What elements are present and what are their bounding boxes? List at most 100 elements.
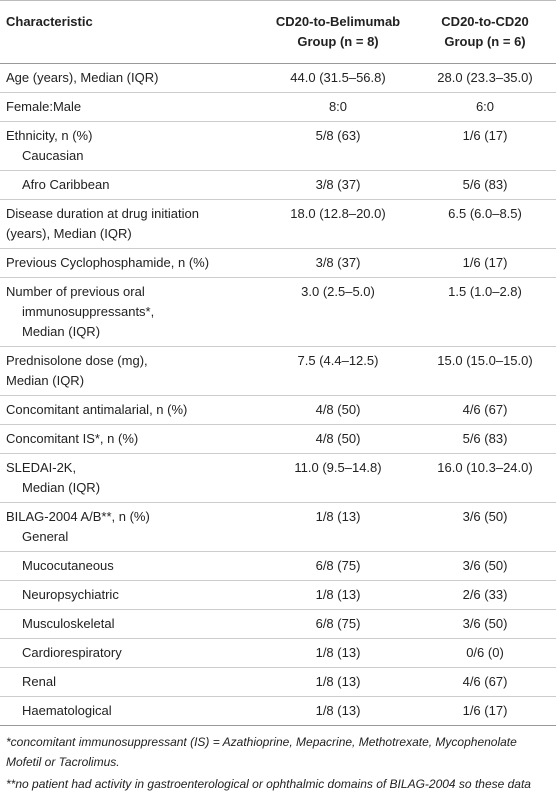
label-cell: BILAG-2004 A/B**, n (%) General [0,502,262,552]
value-cell: 1/6 (17) [412,248,556,278]
footnotes: *concomitant immunosuppressant (IS) = Az… [0,725,556,792]
value-cell: 1/8 (13) [262,502,412,552]
label-line: Renal [22,674,56,689]
label-line: Caucasian [22,148,84,163]
label-line: Female:Male [6,99,82,114]
value-cell: 5/6 (83) [412,170,556,200]
value-cell: 5/6 (83) [412,424,556,454]
value-cell: 1/6 (17) [462,703,508,718]
table-row: Concomitant IS*, n (%) 4/8 (50) 5/6 (83) [0,424,556,454]
header-line: CD20-to-CD20 [441,14,529,29]
label-cell: Renal [0,667,262,697]
label-cell: Concomitant antimalarial, n (%) [0,395,262,425]
value-cell: 3/6 (50) [412,502,556,552]
label-cell: Ethnicity, n (%) Caucasian [0,121,262,171]
label-line: Ethnicity, n (%) [6,128,93,143]
table-row: Previous Cyclophosphamide, n (%) 3/8 (37)… [0,248,556,278]
label-cell: SLEDAI-2K, Median (IQR) [0,453,262,503]
value-cell: 3/8 (37) [262,248,412,278]
header-cell: CD20-to-Belimumab Group (n = 8) [262,0,412,64]
value-cell: 4/6 (67) [412,395,556,425]
table-row: Mucocutaneous 6/8 (75) 3/6 (50) [0,551,556,581]
value-cell: 18.0 (12.8–20.0) [262,199,412,249]
label-line: Median (IQR) [6,373,85,388]
label-line: Cardiorespiratory [22,645,122,660]
label-line: Previous Cyclophosphamide, n (%) [6,255,210,270]
value-cell: 3/6 (50) [412,609,556,639]
table-row: Afro Caribbean 3/8 (37) 5/6 (83) [0,170,556,200]
table-row: Neuropsychiatric 1/8 (13) 2/6 (33) [0,580,556,610]
label-cell: Number of previous oral immunosuppressant… [0,277,262,347]
value-cell: 0/6 (0) [412,638,556,668]
value-cell: 4/6 (67) [412,667,556,697]
characteristics-table: Characteristic CD20-to-Belimumab Group (n… [0,0,556,726]
footnote: **no patient had activity in gastroenter… [6,777,531,791]
value-cell: 5/8 (63) [262,121,412,171]
label-cell: Neuropsychiatric [0,580,262,610]
table-row: Age (years), Median (IQR) 44.0 (31.5–56.8… [0,63,556,93]
table-row: Number of previous oral immunosuppressant… [0,277,556,347]
label-line: Number of previous oral [6,284,145,299]
value-cell: 44.0 (31.5–56.8) [262,63,412,93]
value-cell: 3/8 (37) [262,170,412,200]
value-cell: 1/8 (13) [262,667,412,697]
label-cell: Female:Male [0,92,262,122]
value-cell: 1/8 (13) [262,638,412,668]
value-cell: 15.0 (15.0–15.0) [412,346,556,396]
label-cell: Prednisolone dose (mg), Median (IQR) [0,346,262,396]
label-line: Prednisolone dose (mg), [6,353,148,368]
label-line: BILAG-2004 A/B**, n (%) [6,509,150,524]
value-cell: 11.0 (9.5–14.8) [262,453,412,503]
value-cell: 1/6 (17) [412,121,556,171]
label-cell: Mucocutaneous [0,551,262,581]
label-line: SLEDAI-2K, [6,460,77,475]
value-cell: 7.5 (4.4–12.5) [262,346,412,396]
label-line: (years), Median (IQR) [6,226,132,241]
value-cell: 6/8 (75) [262,609,412,639]
table-row: Ethnicity, n (%) Caucasian 5/8 (63) 1/6 (17… [0,121,556,171]
table-row: Prednisolone dose (mg), Median (IQR) 7.5 (… [0,346,556,396]
label-line: General [22,529,69,544]
value-cell: 3/6 (50) [412,551,556,581]
table-row: Female:Male 8:0 6:0 [0,92,556,122]
label-cell: Afro Caribbean [0,170,262,200]
header-cell: Characteristic [0,0,262,64]
header-line: Group (n = 6) [444,34,526,49]
label-line: Afro Caribbean [22,177,110,192]
label-cell: Musculoskeletal [0,609,262,639]
value-cell: 1/8 (13) [262,580,412,610]
table-row: Haematological 1/8 (13) 1/6 (17) [0,697,556,726]
table-header: Characteristic CD20-to-Belimumab Group (n… [0,0,556,64]
header-row: Characteristic CD20-to-Belimumab Group (n… [0,0,556,64]
label-line: Mucocutaneous [22,558,114,573]
label-line: Neuropsychiatric [22,587,119,602]
header-cell: CD20-to-CD20 Group (n = 6) [412,0,556,64]
value-cell: 6/8 (75) [262,551,412,581]
value-cell: 3.0 (2.5–5.0) [262,277,412,347]
value-cell: 2/6 (33) [412,580,556,610]
value-cell: 4/8 (50) [262,395,412,425]
table-row: Musculoskeletal 6/8 (75) 3/6 (50) [0,609,556,639]
label-line: Median (IQR) [22,480,101,495]
table-row: BILAG-2004 A/B**, n (%) General 1/8 (13) 3/… [0,502,556,552]
label-line: immunosuppressants*, [22,304,155,319]
value-cell: 6:0 [412,92,556,122]
label-cell: Age (years), Median (IQR) [0,63,262,93]
header-line: Group (n = 8) [297,34,379,49]
label-line: Haematological [22,703,112,718]
table-row: Cardiorespiratory 1/8 (13) 0/6 (0) [0,638,556,668]
value-cell: 4/8 (50) [262,424,412,454]
label-line: Musculoskeletal [22,616,115,631]
footnote: *concomitant immunosuppressant (IS) = Az… [6,735,517,769]
label-cell: Haematological [0,697,262,726]
value-cell: 1/8 (13) [315,703,361,718]
label-cell: Cardiorespiratory [0,638,262,668]
label-line: Concomitant antimalarial, n (%) [6,402,188,417]
label-line: Concomitant IS*, n (%) [6,431,139,446]
label-line: Age (years), Median (IQR) [6,70,159,85]
label-cell: Previous Cyclophosphamide, n (%) [0,248,262,278]
label-line: Disease duration at drug initiation [6,206,199,221]
table-row: Disease duration at drug initiation (year… [0,199,556,249]
table-row: Concomitant antimalarial, n (%) 4/8 (50) 4… [0,395,556,425]
